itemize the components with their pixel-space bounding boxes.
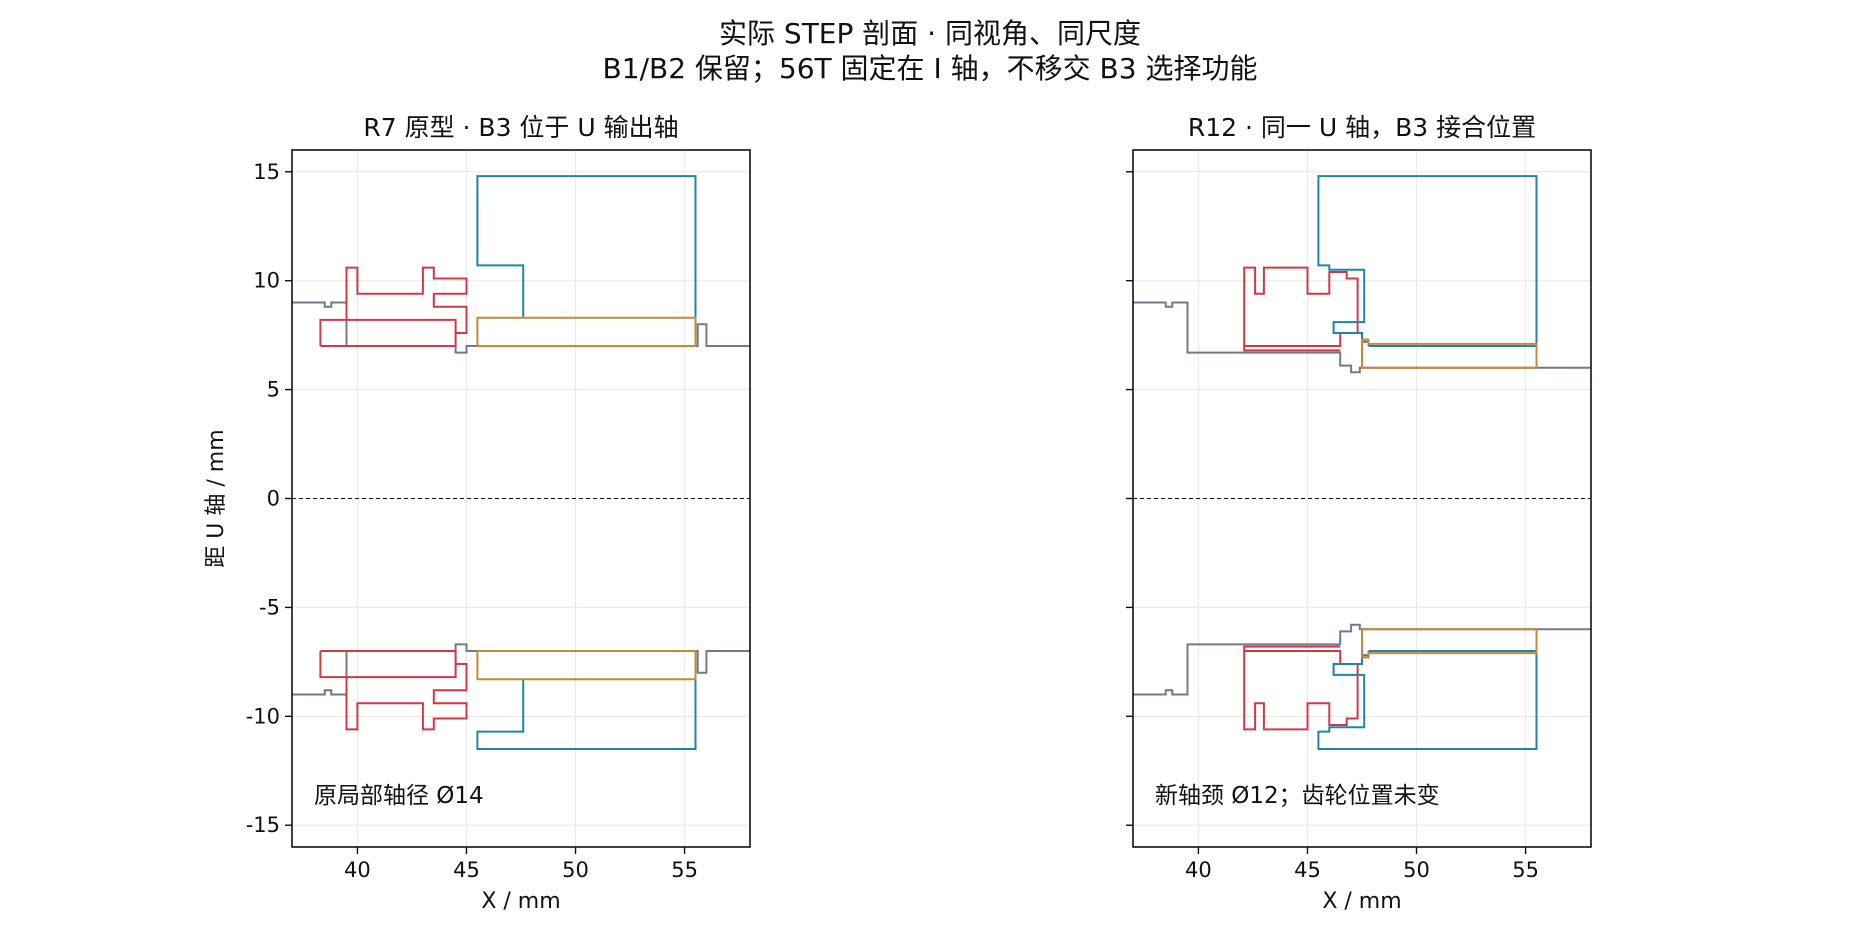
series-line-sleeve-gold: [1361, 338, 1538, 369]
y-tick-label: -10: [246, 704, 280, 728]
panel-title: R7 原型 · B3 位于 U 输出轴: [363, 113, 678, 142]
series-line-gear-teal: [476, 679, 697, 750]
x-tick-label: 45: [1294, 858, 1321, 882]
chart-panel-2: 40 45 50 55 R12 · 同一 U 轴，B3 接合位置 X / mm 新轴颈 Ø1…: [1126, 113, 1592, 914]
y-axis-label: 距 U 轴 / mm: [204, 429, 229, 567]
x-axis-label: X / mm: [1322, 889, 1401, 914]
y-tick-label: -15: [246, 813, 280, 837]
x-tick-label: 40: [344, 858, 371, 882]
series-line-sleeve-gold: [476, 650, 697, 681]
series-line-shaft: [1133, 301, 1591, 374]
x-tick-label: 50: [1403, 858, 1430, 882]
x-tick-label: 50: [562, 858, 589, 882]
panel-annotation: 原局部轴径 Ø14: [314, 783, 484, 809]
y-tick-label: 5: [267, 378, 280, 402]
panel-title: R12 · 同一 U 轴，B3 接合位置: [1188, 113, 1536, 142]
x-axis-label: X / mm: [481, 889, 560, 914]
series-line-gear-red: [1243, 266, 1359, 352]
series-group: [292, 175, 750, 750]
series-line-gear-red: [319, 650, 468, 731]
series-line-shaft: [292, 643, 750, 696]
x-tick-label: 55: [671, 858, 698, 882]
series-line-gear-red: [319, 266, 468, 347]
series-line-sleeve-gold: [1361, 628, 1538, 659]
series-line-sleeve-gold: [476, 316, 697, 347]
series-line-gear-red: [1243, 645, 1359, 731]
series-line-gear-teal: [476, 175, 697, 318]
figure-title-line-1: 实际 STEP 剖面 · 同视角、同尺度: [719, 17, 1141, 50]
series-line-shaft: [292, 301, 750, 354]
series-group: [1133, 175, 1591, 750]
y-tick-label: -5: [259, 595, 280, 619]
y-tick-label: 15: [253, 160, 280, 184]
y-tick-label: 10: [253, 269, 280, 293]
panel-annotation: 新轴颈 Ø12；齿轮位置未变: [1155, 783, 1440, 809]
x-tick-label: 55: [1512, 858, 1539, 882]
series-line-gear-teal: [1317, 650, 1538, 750]
figure-title-line-2: B1/B2 保留；56T 固定在 I 轴，不移交 B3 选择功能: [603, 52, 1258, 85]
y-tick-label: 0: [267, 487, 280, 511]
x-tick-label: 45: [453, 858, 480, 882]
x-tick-label: 40: [1185, 858, 1212, 882]
series-line-gear-teal: [1317, 175, 1538, 347]
series-line-gear-red: [346, 318, 457, 333]
series-line-gear-red: [346, 664, 457, 679]
series-line-shaft: [1133, 623, 1591, 696]
